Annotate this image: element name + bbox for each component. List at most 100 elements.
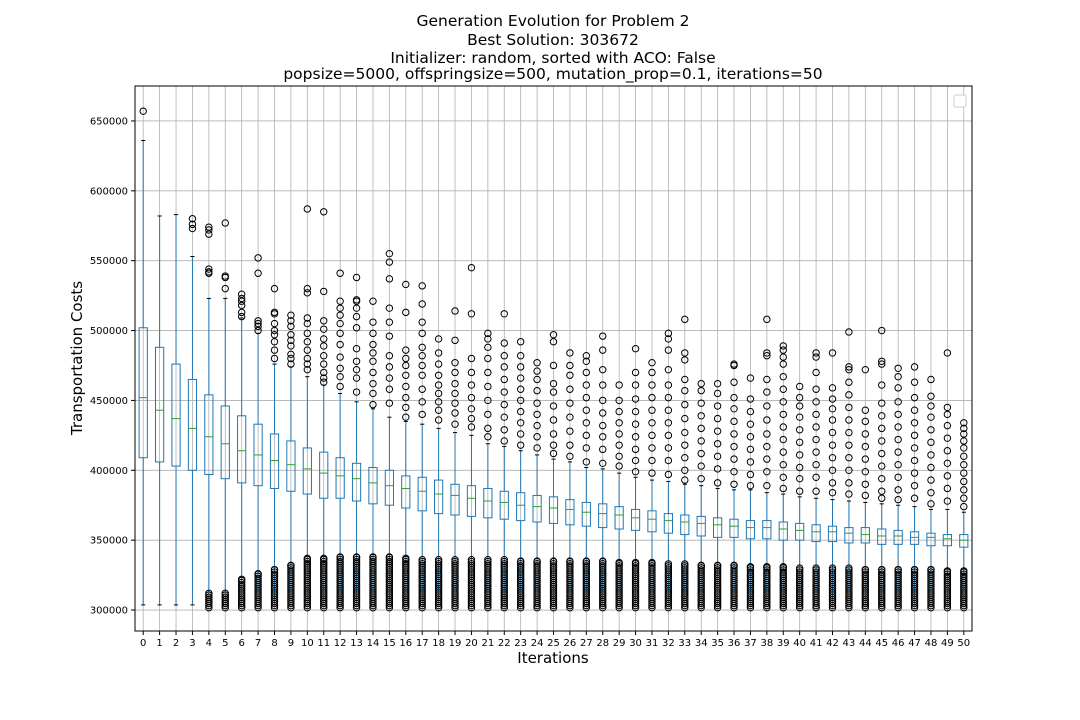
box-body — [335, 457, 345, 499]
flier-high — [205, 269, 213, 277]
flier-high — [697, 449, 705, 458]
flier-high — [910, 393, 919, 402]
box-22 — [499, 446, 509, 606]
flier-high — [336, 353, 344, 361]
flier-high — [681, 454, 689, 462]
x-tick-label: 22 — [498, 638, 511, 649]
flier-high — [516, 363, 525, 371]
flier-high — [960, 502, 968, 511]
flier-high — [960, 461, 968, 469]
flier-high — [484, 382, 492, 391]
flier-high — [270, 326, 279, 335]
flier-high — [779, 435, 787, 444]
x-tick-label: 13 — [350, 638, 363, 649]
flier-high — [516, 385, 525, 393]
flier-high — [713, 465, 722, 473]
flier-high — [336, 364, 344, 372]
box-body — [155, 346, 165, 463]
flier-low — [402, 554, 410, 563]
box-body — [959, 534, 969, 548]
flier-high — [779, 346, 787, 354]
flier-high — [500, 426, 508, 434]
flier-low — [516, 562, 525, 570]
flier-high — [516, 407, 525, 416]
flier-high — [352, 388, 361, 396]
flier-high — [402, 371, 410, 379]
flier-low — [303, 559, 312, 568]
flier-high — [418, 329, 426, 338]
flier-low — [500, 559, 508, 568]
flier-high — [927, 488, 935, 497]
flier-low — [960, 570, 968, 578]
flier-high — [910, 431, 919, 440]
box-body — [532, 494, 542, 523]
flier-high — [566, 399, 574, 407]
flier-high — [845, 479, 853, 487]
flier-high — [385, 258, 394, 266]
flier-high — [615, 381, 623, 389]
y-tick-label: 300000 — [90, 606, 128, 617]
flier-high — [451, 379, 459, 388]
flier-high — [237, 308, 246, 317]
flier-high — [500, 388, 508, 396]
x-tick-label: 12 — [334, 638, 347, 649]
flier-high — [730, 480, 738, 488]
flier-high — [303, 360, 312, 368]
flier-low — [582, 562, 591, 570]
flier-high — [320, 374, 328, 382]
flier-high — [582, 381, 591, 389]
x-tick-label: 36 — [728, 638, 741, 649]
flier-high — [418, 371, 426, 379]
flier-high — [894, 372, 902, 381]
flier-high — [648, 419, 656, 427]
x-tick-label: 24 — [531, 638, 544, 649]
flier-high — [779, 342, 787, 350]
box-body — [581, 501, 591, 527]
flier-high — [549, 449, 558, 458]
flier-high — [730, 378, 738, 386]
box-body — [877, 528, 887, 545]
flier-high — [648, 358, 656, 367]
box-body — [138, 327, 148, 459]
x-tick-label: 6 — [238, 638, 244, 649]
x-tick-label: 1 — [156, 638, 162, 649]
x-tick-label: 39 — [777, 638, 790, 649]
flier-high — [336, 372, 344, 381]
flier-high — [582, 406, 591, 414]
flier-high — [763, 430, 771, 438]
chart-title: Generation Evolution for Problem 2 Best … — [283, 12, 822, 84]
box-1 — [155, 215, 165, 606]
flier-high — [894, 461, 902, 469]
flier-high — [582, 368, 591, 377]
box-body — [204, 394, 214, 475]
y-tick-label: 400000 — [90, 466, 128, 477]
x-tick-label: 11 — [317, 638, 330, 649]
flier-high — [828, 405, 837, 413]
flier-high — [385, 304, 394, 312]
flier-high — [763, 315, 771, 324]
flier-high — [878, 474, 886, 483]
flier-high — [763, 416, 771, 424]
flier-high — [516, 374, 525, 382]
flier-high — [320, 352, 328, 360]
flier-high — [385, 318, 394, 326]
flier-high — [533, 358, 541, 367]
flier-high — [270, 284, 279, 293]
flier-high — [828, 384, 837, 392]
flier-high — [500, 400, 508, 409]
flier-high — [270, 354, 279, 363]
flier-high — [533, 433, 541, 441]
flier-high — [927, 426, 935, 434]
flier-high — [533, 386, 541, 395]
flier-high — [484, 335, 492, 343]
flier-high — [303, 346, 312, 354]
flier-high — [336, 340, 344, 349]
y-axis-label: Transportation Costs — [68, 281, 86, 436]
flier-high — [943, 410, 952, 419]
flier-high — [812, 473, 820, 481]
flier-high — [402, 308, 410, 317]
flier-low — [451, 556, 459, 564]
flier-low — [713, 561, 722, 570]
box-body — [220, 405, 230, 480]
flier-high — [763, 375, 771, 384]
